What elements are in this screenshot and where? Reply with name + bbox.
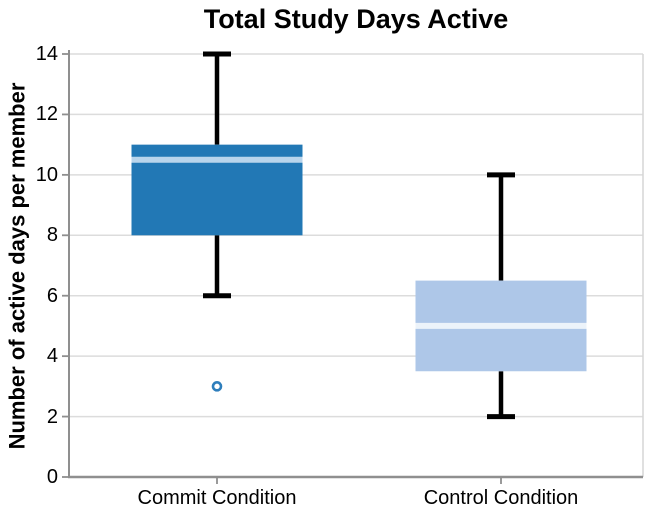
chart-title: Total Study Days Active (203, 4, 509, 34)
y-tick-label: 0 (46, 466, 58, 488)
x-category-label: Commit Condition (137, 487, 297, 509)
y-tick-label: 8 (46, 224, 58, 247)
y-tick-label: 14 (35, 43, 58, 65)
x-category-label: Control Condition (423, 487, 579, 509)
y-tick-label: 10 (35, 163, 58, 186)
y-tick-label: 4 (46, 345, 58, 368)
y-tick-label: 6 (46, 284, 58, 307)
y-tick-label: 12 (35, 103, 58, 126)
y-tick-label: 2 (46, 405, 58, 428)
outlier-point (211, 381, 223, 392)
